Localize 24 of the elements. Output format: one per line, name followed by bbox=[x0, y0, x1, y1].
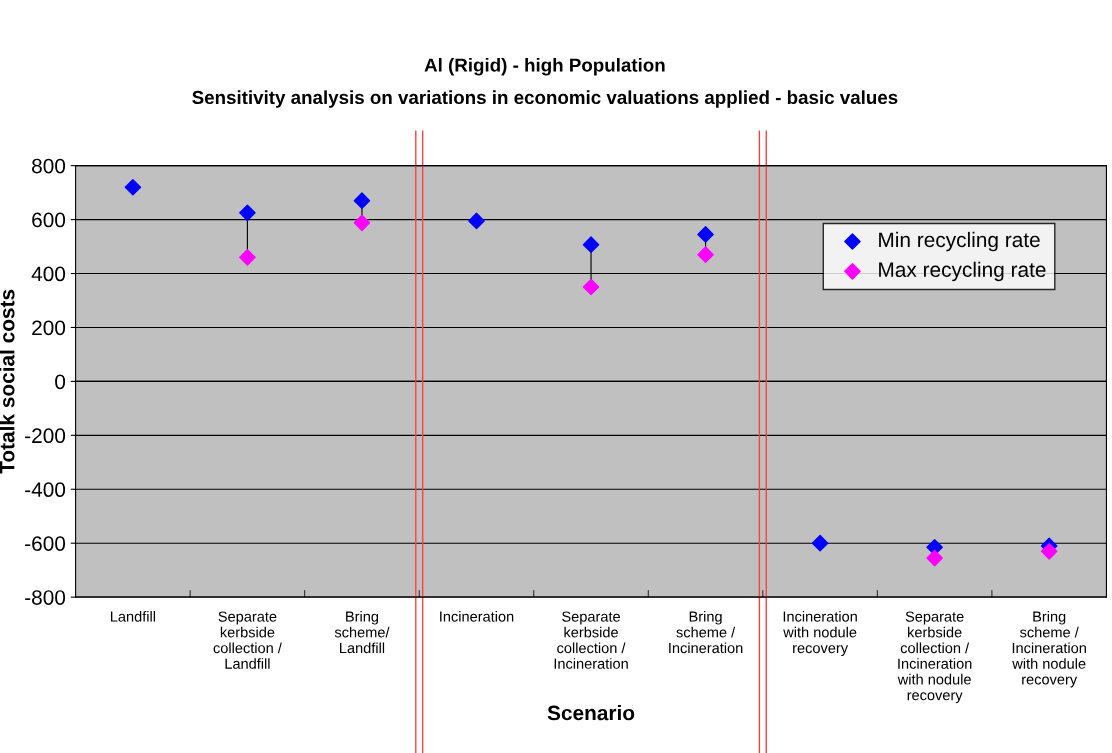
chart-subtitle: Sensitivity analysis on variations in economic valuations applied - basic values bbox=[192, 90, 898, 108]
x-tick-label: Landfill bbox=[110, 611, 156, 622]
x-axis-title: Scenario bbox=[547, 705, 635, 721]
y-tick-label: 400 bbox=[31, 266, 66, 282]
x-tick-label: Bring scheme / Incineration bbox=[669, 611, 743, 654]
y-tick-label: -800 bbox=[25, 590, 66, 605]
y-tick-label: 800 bbox=[32, 158, 66, 174]
y-tick-label: 600 bbox=[32, 212, 66, 228]
x-tick-label: Bring scheme / Incineration with nodule recovery bbox=[1012, 611, 1086, 688]
y-tick-label: -400 bbox=[25, 482, 66, 498]
x-tick-label: Incineration bbox=[440, 611, 514, 622]
y-axis-title: Totalk social costs bbox=[0, 289, 15, 474]
y-tick-label: 0 bbox=[55, 374, 66, 390]
x-tick-label: Separate kerbside collection / Incineration with nodule recovery bbox=[897, 611, 972, 704]
y-tick-label: 200 bbox=[32, 320, 66, 336]
x-tick-label: Bring scheme/ Landfill bbox=[334, 611, 390, 654]
y-tick-label: -200 bbox=[25, 428, 66, 444]
y-tick-label: -600 bbox=[25, 536, 66, 551]
legend-label: Min recycling rate bbox=[879, 231, 1040, 252]
chart-title: Al (Rigid) - high Population bbox=[424, 57, 665, 76]
legend-label: Max recycling rate bbox=[879, 261, 1046, 282]
x-tick-label: Separate kerbside collection / Incineration bbox=[554, 611, 628, 669]
x-tick-label: Separate kerbside collection / Landfill bbox=[213, 611, 282, 669]
x-tick-label: Incineration with nodule recovery bbox=[783, 611, 857, 657]
